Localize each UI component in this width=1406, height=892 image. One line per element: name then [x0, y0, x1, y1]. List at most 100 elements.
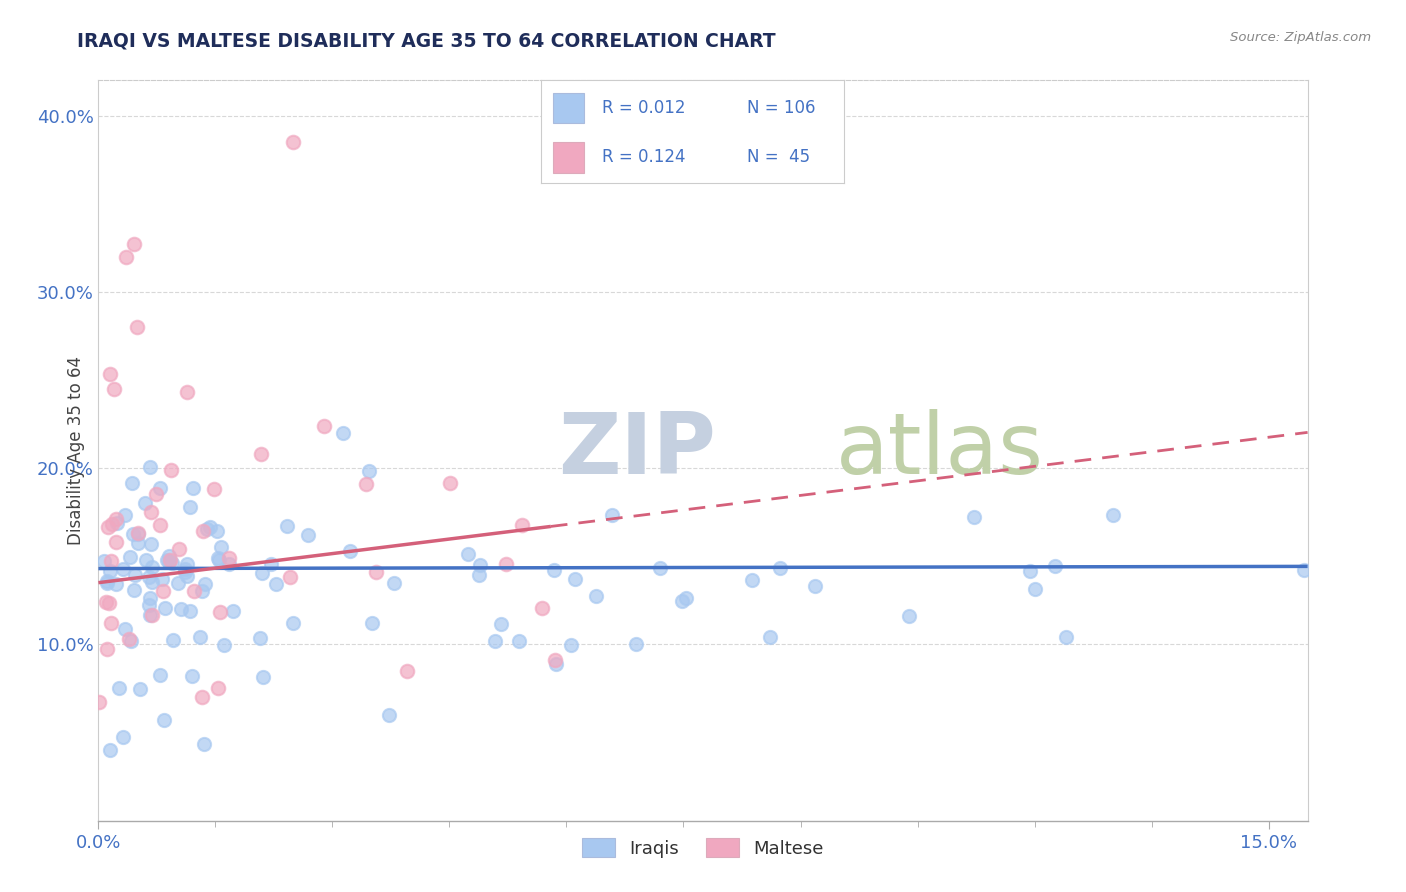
- Point: [141, 537, 163, 551]
- Point: [675, 591, 697, 605]
- Point: [141, 575, 163, 590]
- Point: [218, 551, 240, 566]
- Point: [508, 633, 530, 648]
- Point: [100, 565, 122, 579]
- Point: [564, 572, 586, 586]
- Point: [107, 681, 129, 695]
- Point: [176, 558, 198, 572]
- Point: [105, 512, 128, 526]
- Point: [222, 604, 245, 618]
- Point: [97, 520, 120, 534]
- Point: [495, 558, 517, 572]
- Point: [179, 604, 201, 618]
- Point: [395, 664, 418, 678]
- Point: [141, 608, 163, 623]
- Point: [1019, 564, 1042, 578]
- Point: [121, 475, 143, 490]
- Point: [546, 657, 568, 671]
- Point: [98, 743, 121, 757]
- Point: [122, 237, 145, 252]
- Point: [135, 553, 157, 567]
- Point: [489, 616, 512, 631]
- Point: [1024, 582, 1046, 596]
- Point: [769, 560, 792, 574]
- Point: [339, 543, 361, 558]
- Point: [183, 584, 205, 599]
- Point: [159, 549, 181, 563]
- Point: [195, 522, 218, 536]
- Point: [190, 690, 212, 705]
- Point: [1292, 563, 1315, 577]
- Point: [1102, 508, 1125, 522]
- Point: [181, 481, 204, 495]
- Point: [155, 601, 177, 615]
- Point: [544, 653, 567, 667]
- Point: [484, 634, 506, 648]
- Point: [297, 527, 319, 541]
- Point: [150, 572, 173, 586]
- Point: [439, 475, 461, 490]
- Point: [276, 519, 298, 533]
- Point: [283, 615, 305, 630]
- Point: [963, 509, 986, 524]
- Point: [897, 609, 920, 624]
- Point: [159, 553, 181, 567]
- Point: [96, 642, 118, 657]
- Point: [98, 367, 121, 381]
- Point: [191, 583, 214, 598]
- Point: [100, 616, 122, 631]
- Point: [193, 524, 215, 538]
- Point: [252, 670, 274, 684]
- Point: [194, 577, 217, 591]
- Point: [202, 482, 225, 496]
- Point: [624, 636, 647, 650]
- Point: [260, 557, 283, 571]
- Point: [180, 669, 202, 683]
- Point: [139, 591, 162, 606]
- Point: [118, 632, 141, 646]
- Point: [93, 553, 115, 567]
- Point: [149, 668, 172, 682]
- Point: [176, 568, 198, 582]
- Point: [162, 633, 184, 648]
- Text: atlas: atlas: [837, 409, 1045, 492]
- Point: [103, 382, 125, 396]
- Point: [174, 565, 197, 579]
- Point: [105, 516, 128, 531]
- Point: [470, 558, 492, 572]
- Text: IRAQI VS MALTESE DISABILITY AGE 35 TO 64 CORRELATION CHART: IRAQI VS MALTESE DISABILITY AGE 35 TO 64…: [77, 31, 776, 50]
- Point: [87, 695, 110, 709]
- Point: [156, 553, 179, 567]
- Point: [741, 573, 763, 587]
- Point: [149, 517, 172, 532]
- Point: [207, 681, 229, 696]
- Point: [114, 623, 136, 637]
- Point: [122, 527, 145, 541]
- Point: [1043, 558, 1066, 573]
- Point: [208, 605, 231, 619]
- Point: [560, 638, 582, 652]
- Point: [115, 250, 138, 264]
- Point: [97, 596, 120, 610]
- Point: [96, 574, 118, 589]
- Point: [457, 547, 479, 561]
- Point: [145, 487, 167, 501]
- Bar: [554, 93, 583, 123]
- Point: [127, 525, 149, 540]
- Text: N = 106: N = 106: [747, 99, 815, 117]
- Point: [167, 541, 190, 556]
- Point: [160, 556, 183, 570]
- Text: Source: ZipAtlas.com: Source: ZipAtlas.com: [1230, 31, 1371, 45]
- Point: [96, 576, 118, 591]
- Point: [543, 562, 565, 576]
- Point: [104, 535, 127, 549]
- Point: [111, 562, 134, 576]
- Point: [312, 418, 335, 433]
- Point: [160, 462, 183, 476]
- Point: [188, 630, 211, 644]
- Point: [120, 633, 142, 648]
- Point: [530, 600, 553, 615]
- Point: [127, 536, 149, 550]
- Point: [111, 730, 134, 744]
- Point: [671, 593, 693, 607]
